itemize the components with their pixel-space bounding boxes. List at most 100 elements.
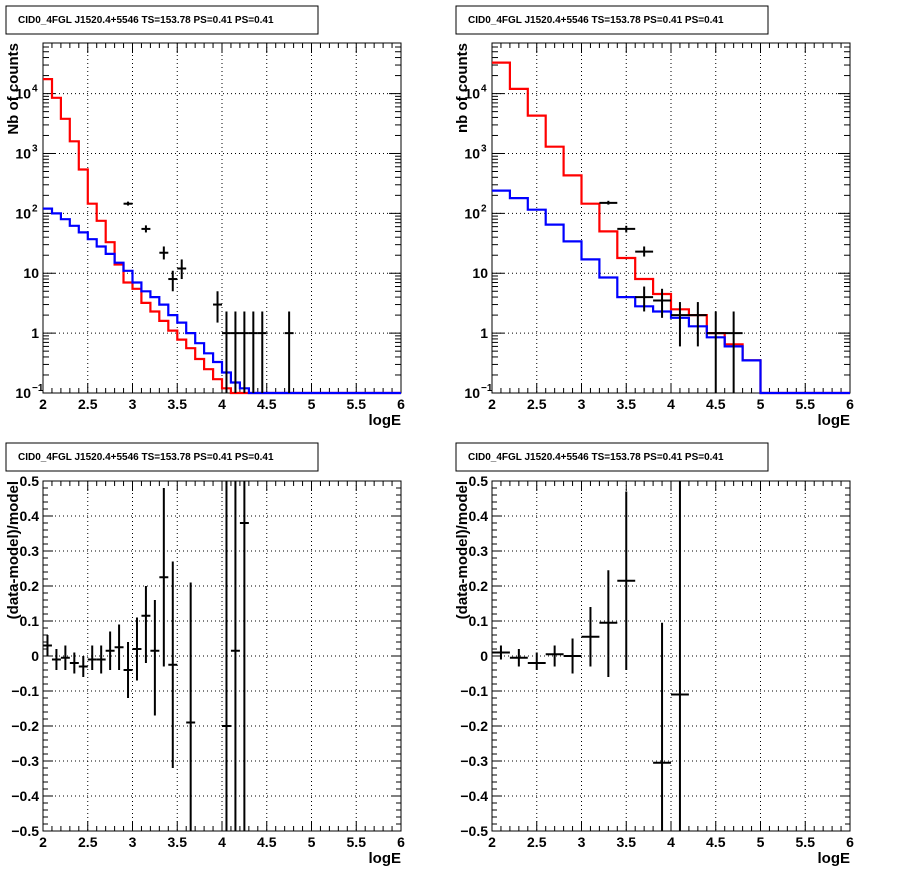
data-point: [724, 311, 743, 393]
x-tick-label: 3.5: [168, 396, 188, 412]
x-axis-label: logE: [369, 850, 402, 867]
data-point: [87, 645, 97, 670]
data-point: [186, 582, 196, 831]
data-point: [563, 638, 582, 674]
x-tick-label: 6: [397, 396, 405, 412]
y-tick-label: 10: [464, 86, 480, 102]
x-axis-label: logE: [369, 412, 402, 429]
data-point: [222, 481, 231, 831]
chart-panel-3: CID0_4FGL J1520.4+5546 TS=153.78 PS=0.41…: [5, 442, 405, 867]
y-tick-label: 0.5: [469, 473, 489, 489]
histogram-series-blue: [492, 189, 850, 395]
chart-title: CID0_4FGL J1520.4+5546 TS=153.78 PS=0.41…: [468, 15, 724, 26]
y-tick-label: 0.5: [20, 473, 40, 489]
data-point: [213, 291, 222, 323]
histogram-series-red: [43, 78, 401, 395]
y-axis-label: (data-model)/model: [454, 481, 471, 619]
y-tick-label: 10: [15, 205, 31, 221]
y-tick-label: 1: [31, 325, 39, 341]
y-tick-label: 10: [472, 265, 488, 281]
data-point: [509, 649, 528, 667]
y-tick-label: −0.2: [460, 718, 488, 734]
data-point: [96, 645, 106, 674]
x-tick-label: 3.5: [617, 396, 637, 412]
data-point: [177, 259, 187, 280]
title-box: [5, 442, 319, 472]
data-point: [51, 649, 61, 670]
data-point: [230, 481, 240, 831]
data-point: [527, 652, 546, 670]
data-point: [635, 246, 654, 257]
grid-lines: [492, 481, 850, 831]
y-tick-label: 0.3: [20, 543, 40, 559]
histogram-series-blue: [43, 207, 401, 395]
grid-lines: [43, 481, 401, 831]
data-point: [617, 225, 636, 233]
x-tick-label: 3.5: [617, 834, 637, 850]
y-tick-exponent: 2: [481, 203, 487, 214]
data-point: [257, 311, 267, 393]
data-point: [123, 642, 133, 698]
data-point: [123, 201, 133, 206]
x-tick-label: 3.5: [168, 834, 188, 850]
chart-title: CID0_4FGL J1520.4+5546 TS=153.78 PS=0.41…: [468, 452, 724, 463]
data-point: [141, 586, 151, 663]
data-point: [671, 481, 689, 831]
y-tick-label: 10: [23, 265, 39, 281]
y-tick-label: 10: [15, 145, 31, 161]
x-tick-label: 4: [218, 834, 226, 850]
y-tick-label: 10: [464, 205, 480, 221]
x-tick-label: 4: [667, 396, 675, 412]
y-tick-label: −0.4: [460, 788, 488, 804]
x-tick-label: 5.5: [796, 834, 816, 850]
y-tick-label: 0.1: [469, 613, 489, 629]
y-tick-label: 1: [480, 325, 488, 341]
x-tick-label: 4.5: [706, 396, 726, 412]
data-point: [132, 617, 142, 681]
x-tick-label: 6: [846, 834, 854, 850]
x-tick-label: 5.5: [347, 834, 367, 850]
y-tick-label: −0.4: [11, 788, 39, 804]
x-tick-label: 5: [308, 396, 316, 412]
data-point: [284, 311, 294, 393]
data-point: [653, 288, 671, 318]
x-tick-label: 2.5: [78, 834, 98, 850]
y-tick-label: 0.1: [20, 613, 40, 629]
data-point: [248, 311, 258, 393]
data-points: [492, 481, 689, 831]
y-axis-label: Nb of counts: [5, 43, 22, 135]
data-point: [671, 302, 689, 347]
y-tick-exponent: 4: [481, 84, 487, 95]
y-tick-label: 10: [15, 385, 31, 401]
title-box: [455, 442, 769, 472]
data-point: [69, 652, 79, 674]
data-point: [239, 481, 249, 831]
x-axis-label: logE: [818, 850, 851, 867]
data-point: [492, 645, 510, 660]
data-point: [635, 286, 654, 312]
x-tick-label: 2: [488, 834, 496, 850]
y-tick-label: 0: [31, 648, 39, 664]
data-points: [123, 201, 294, 393]
x-tick-label: 6: [397, 834, 405, 850]
data-point: [105, 631, 115, 670]
x-tick-label: 2: [39, 396, 47, 412]
data-point: [599, 570, 618, 677]
data-point: [159, 246, 169, 260]
y-tick-label: 0: [480, 648, 488, 664]
x-tick-label: 5: [757, 396, 765, 412]
y-tick-label: −0.1: [11, 683, 39, 699]
x-tick-label: 5: [308, 834, 316, 850]
y-tick-label: −0.1: [460, 683, 488, 699]
y-tick-exponent: 2: [32, 203, 38, 214]
x-tick-label: 6: [846, 396, 854, 412]
data-point: [60, 645, 70, 670]
data-point: [688, 302, 707, 347]
data-point: [239, 311, 249, 393]
data-point: [617, 491, 636, 670]
y-axis-label: nb of counts: [454, 43, 471, 133]
